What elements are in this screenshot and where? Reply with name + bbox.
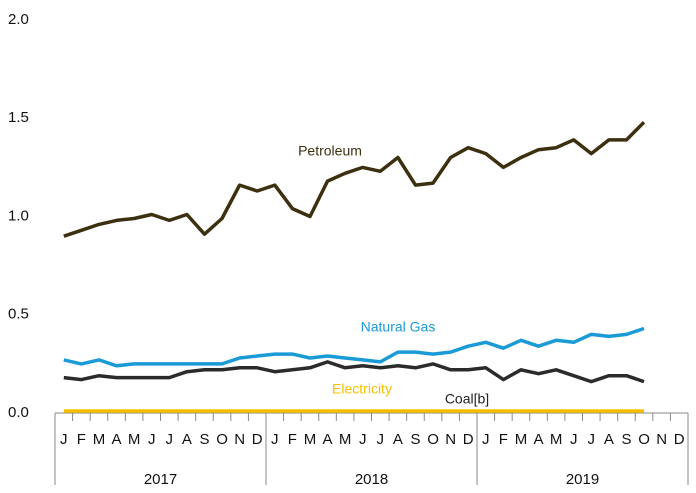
series-line xyxy=(63,326,645,368)
x-tick-label: A xyxy=(323,431,333,448)
series-line xyxy=(63,120,646,238)
x-tick-label: O xyxy=(216,431,228,448)
x-tick-label: O xyxy=(427,431,439,448)
x-tick-label: A xyxy=(182,431,192,448)
x-tick-label: J xyxy=(570,431,578,448)
x-tick-label: S xyxy=(410,431,420,448)
x-tick-label: J xyxy=(482,431,490,448)
y-tick-label: 0.5 xyxy=(8,306,29,323)
x-tick-label: F xyxy=(499,431,508,448)
x-tick-label: M xyxy=(515,431,528,448)
y-tick-label: 0.0 xyxy=(8,404,29,421)
x-tick-label: M xyxy=(550,431,563,448)
series-label: Petroleum xyxy=(298,143,362,159)
y-tick-label: 2.0 xyxy=(8,11,29,28)
group-label: 2019 xyxy=(566,471,599,488)
x-tick-label: S xyxy=(199,431,209,448)
x-tick-label: A xyxy=(604,431,614,448)
x-tick-label: M xyxy=(93,431,106,448)
series-label: Electricity xyxy=(332,381,392,397)
x-tick-label: J xyxy=(588,431,596,448)
y-tick-label: 1.5 xyxy=(8,109,29,126)
x-tick-label: D xyxy=(252,431,263,448)
x-tick-label: A xyxy=(112,431,122,448)
x-tick-label: N xyxy=(656,431,667,448)
x-tick-label: F xyxy=(288,431,297,448)
x-tick-label: A xyxy=(393,431,403,448)
x-tick-label: D xyxy=(463,431,474,448)
x-tick-label: N xyxy=(445,431,456,448)
series-label: Natural Gas xyxy=(361,319,436,335)
x-tick-label: J xyxy=(148,431,156,448)
x-tick-label: J xyxy=(60,431,68,448)
x-tick-label: M xyxy=(339,431,352,448)
x-tick-label: F xyxy=(77,431,86,448)
series-label: Coal[b] xyxy=(445,391,489,407)
group-label: 2018 xyxy=(355,471,388,488)
x-tick-label: J xyxy=(377,431,385,448)
y-tick-label: 1.0 xyxy=(8,207,29,224)
x-tick-label: M xyxy=(128,431,141,448)
x-tick-label: O xyxy=(638,431,650,448)
x-tick-label: M xyxy=(304,431,317,448)
x-tick-label: N xyxy=(234,431,245,448)
x-tick-label: S xyxy=(621,431,631,448)
x-tick-label: D xyxy=(674,431,685,448)
x-tick-label: J xyxy=(166,431,174,448)
x-tick-label: J xyxy=(359,431,367,448)
group-label: 2017 xyxy=(144,471,177,488)
x-tick-label: J xyxy=(271,431,279,448)
x-tick-label: A xyxy=(534,431,544,448)
series-line xyxy=(63,360,645,384)
